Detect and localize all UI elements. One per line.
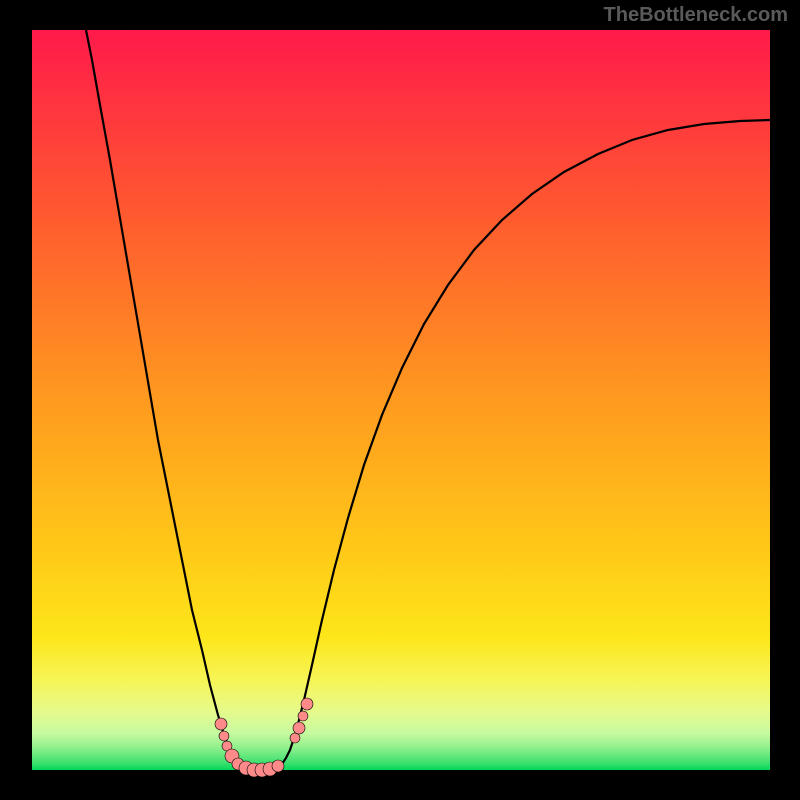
data-marker bbox=[298, 711, 308, 721]
data-marker bbox=[272, 760, 284, 772]
data-marker bbox=[219, 731, 229, 741]
data-marker bbox=[293, 722, 305, 734]
data-marker bbox=[215, 718, 227, 730]
watermark-text: TheBottleneck.com bbox=[604, 4, 788, 27]
curve-layer bbox=[32, 30, 770, 770]
gradient-plot-area bbox=[32, 30, 770, 770]
marker-group bbox=[215, 698, 313, 777]
data-marker bbox=[301, 698, 313, 710]
v-curve-line bbox=[86, 30, 770, 770]
data-marker bbox=[290, 733, 300, 743]
